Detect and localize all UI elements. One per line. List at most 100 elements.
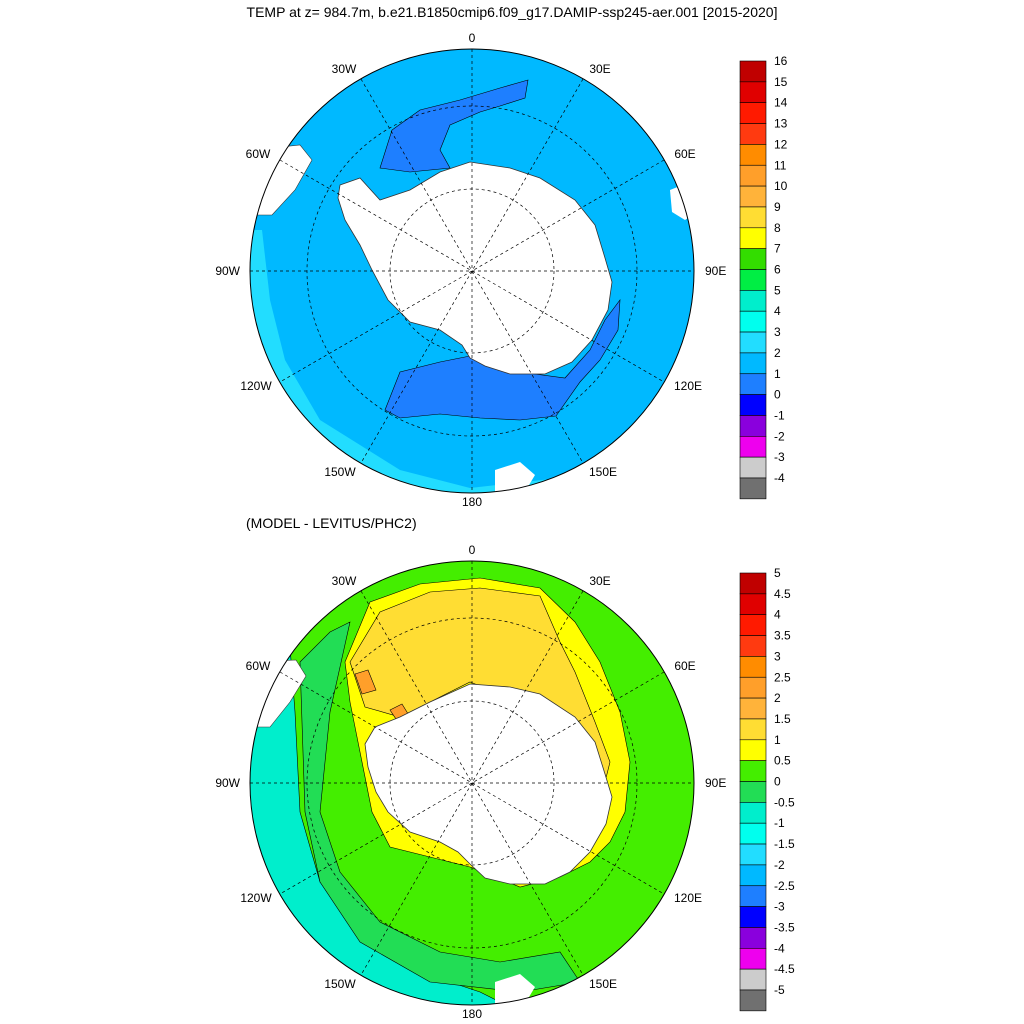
- colorbar-bottom-tick-label: -1.5: [774, 837, 795, 851]
- colorbar-bottom-tick-label: -0.5: [774, 795, 795, 809]
- svg-text:90W: 90W: [215, 776, 240, 790]
- colorbar-bottom-tick-label: -3: [774, 900, 785, 914]
- colorbar-bottom-tick-label: 1.5: [774, 712, 791, 726]
- bottom-polar-map: 0 30E 60E 90E 120E 150E 180 150W 120W 90…: [215, 543, 795, 1021]
- colorbar-bottom-swatch: [739, 697, 767, 720]
- colorbar-top-swatch: [739, 415, 767, 437]
- colorbar-bottom-swatch: [739, 989, 767, 1012]
- colorbar-top-swatch: [739, 60, 767, 83]
- colorbar-top-swatch: [739, 248, 767, 270]
- svg-text:150W: 150W: [324, 465, 356, 479]
- colorbar-top-swatch: [739, 102, 767, 124]
- orange-spot: [354, 669, 377, 695]
- svg-text:180: 180: [462, 1007, 482, 1021]
- colorbar-top-tick-label: 3: [774, 325, 781, 339]
- colorbar-bottom-tick-label: -3.5: [774, 920, 795, 934]
- colorbar-top-tick-label: -2: [774, 429, 785, 443]
- colorbar-top-tick-label: 4: [774, 304, 781, 318]
- svg-text:90E: 90E: [705, 264, 726, 278]
- svg-text:150E: 150E: [589, 465, 617, 479]
- colorbar-bottom-tick-label: -4: [774, 941, 785, 955]
- antarctica-land: [337, 161, 613, 375]
- colorbar-bottom-tick-label: 2.5: [774, 670, 791, 684]
- colorbar-top-swatch: [739, 456, 767, 479]
- longitude-labels-bottom: 0 30E 60E 90E 120E 150E 180 150W 120W 90…: [215, 543, 726, 1021]
- colorbar-bottom-tick-label: 1: [774, 733, 781, 747]
- colorbar-top-swatch: [739, 435, 767, 458]
- colorbar-bottom-swatch: [739, 676, 767, 699]
- colorbar-top-swatch: [739, 269, 767, 291]
- colorbar-bottom-swatch: [739, 906, 767, 928]
- colorbar-bottom-swatch: [739, 968, 767, 991]
- graticule-bottom: [250, 561, 694, 1005]
- colorbar-top-tick-label: -1: [774, 408, 785, 422]
- colorbar-bottom-swatch: [739, 927, 767, 949]
- svg-text:30W: 30W: [332, 62, 357, 76]
- plot-title: TEMP at z= 984.7m, b.e21.B1850cmip6.f09_…: [246, 4, 778, 20]
- colorbar-top-tick-label: 6: [774, 263, 781, 277]
- colorbar-top-tick-label: 5: [774, 283, 781, 297]
- green-band: [299, 621, 581, 993]
- colorbar-top-tick-label: 2: [774, 346, 781, 360]
- colorbar-bottom-swatch: [739, 635, 767, 657]
- svg-text:120E: 120E: [674, 379, 702, 393]
- colorbar-top-swatch: [739, 477, 767, 500]
- colorbar-bottom-tick-label: 3: [774, 649, 781, 663]
- cold-band-south: [384, 299, 621, 421]
- svg-text:120E: 120E: [674, 891, 702, 905]
- colorbar-top-tick-label: -4: [774, 471, 785, 485]
- colorbar-bottom-tick-label: -2.5: [774, 879, 795, 893]
- svg-text:30E: 30E: [589, 574, 610, 588]
- colorbar-top-tick-label: 13: [774, 117, 788, 131]
- colorbar-bottom-tick-label: 2: [774, 691, 781, 705]
- svg-text:60W: 60W: [246, 659, 271, 673]
- svg-text:90W: 90W: [215, 264, 240, 278]
- colorbar-top-swatch: [739, 206, 767, 229]
- colorbar-top-swatch: [739, 123, 767, 145]
- colorbar-bottom-swatch: [739, 885, 767, 907]
- colorbar-top-swatch: [739, 81, 767, 103]
- colorbar-top-tick-label: 0: [774, 388, 781, 402]
- colorbar-bottom-tick-label: -1: [774, 816, 785, 830]
- svg-text:150W: 150W: [324, 977, 356, 991]
- colorbar-bottom-swatch: [739, 843, 767, 866]
- colorbar-bottom-swatch: [739, 614, 767, 636]
- colorbar-top-tick-label: 14: [774, 96, 788, 110]
- colorbar-top-tick-label: -3: [774, 450, 785, 464]
- top-polar-map: 0 30E 60E 90E 120E 150E 180 150W 120W 90…: [215, 31, 788, 509]
- svg-text:0: 0: [469, 543, 476, 557]
- colorbar-top-swatch: [739, 331, 767, 354]
- colorbar-bottom-swatch: [739, 739, 767, 761]
- colorbar-bottom-tick-label: 0: [774, 775, 781, 789]
- colorbar-bottom-swatch: [739, 781, 767, 803]
- colorbar-top-swatch: [739, 373, 767, 395]
- colorbar-top-tick-label: 16: [774, 54, 788, 68]
- colorbar-top-tick-label: 8: [774, 221, 781, 235]
- colorbar-top-swatch: [739, 352, 767, 375]
- colorbar-top-tick-label: 12: [774, 137, 788, 151]
- antarctica-land-bottom: [364, 683, 613, 885]
- colorbar-top-tick-label: 11: [774, 158, 787, 172]
- svg-text:60E: 60E: [674, 659, 695, 673]
- colorbar-top-swatch: [739, 164, 767, 187]
- colorbar-top-swatch: [739, 310, 767, 333]
- colorbar-bottom-tick-label: -4.5: [774, 962, 795, 976]
- colorbar-bottom-tick-label: 3.5: [774, 629, 791, 643]
- cold-band-north: [379, 79, 529, 173]
- colorbar-bottom-swatch: [739, 718, 767, 741]
- colorbar-top-swatch: [739, 227, 767, 249]
- svg-text:120W: 120W: [240, 379, 272, 393]
- svg-text:30W: 30W: [332, 574, 357, 588]
- graticule: [250, 49, 694, 493]
- svg-text:0: 0: [469, 31, 476, 45]
- longitude-labels-top: 0 30E 60E 90E 120E 150E 180 150W 120W 90…: [215, 31, 726, 509]
- colorbar-bottom-swatch: [739, 864, 767, 887]
- colorbar-top-swatch: [739, 290, 767, 312]
- plot-subtitle: (MODEL - LEVITUS/PHC2): [246, 515, 417, 531]
- colorbar-bottom: 5 4.5 4 3.5 3 2.5 2 1.5 1 0.5 0 -0.5 -1 -1.5 -2 -2.5 -3 -…: [739, 566, 795, 1012]
- colorbar-bottom-swatch: [739, 572, 767, 595]
- colorbar-top-tick-label: 10: [774, 179, 788, 193]
- colorbar-top-tick-label: 1: [774, 367, 781, 381]
- svg-text:60W: 60W: [246, 147, 271, 161]
- colorbar-bottom-tick-label: 5: [774, 566, 781, 580]
